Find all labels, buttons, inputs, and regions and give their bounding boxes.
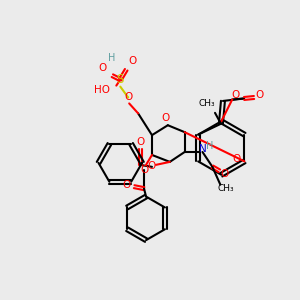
Text: O: O bbox=[124, 92, 132, 103]
Text: O: O bbox=[98, 63, 106, 73]
Text: O: O bbox=[256, 89, 264, 100]
Text: O: O bbox=[148, 161, 156, 171]
Text: O: O bbox=[136, 137, 144, 147]
Text: O: O bbox=[122, 180, 130, 190]
Text: H: H bbox=[206, 141, 213, 151]
Text: O: O bbox=[128, 56, 136, 66]
Text: O: O bbox=[140, 165, 148, 175]
Text: O: O bbox=[220, 169, 228, 179]
Text: N: N bbox=[199, 144, 206, 154]
Text: O: O bbox=[231, 89, 239, 100]
Text: O: O bbox=[162, 113, 170, 123]
Text: H: H bbox=[108, 53, 115, 63]
Text: HO: HO bbox=[94, 85, 110, 94]
Text: S: S bbox=[117, 73, 124, 86]
Text: CH₃: CH₃ bbox=[218, 184, 235, 193]
Text: O: O bbox=[232, 154, 241, 164]
Text: CH₃: CH₃ bbox=[199, 99, 215, 108]
